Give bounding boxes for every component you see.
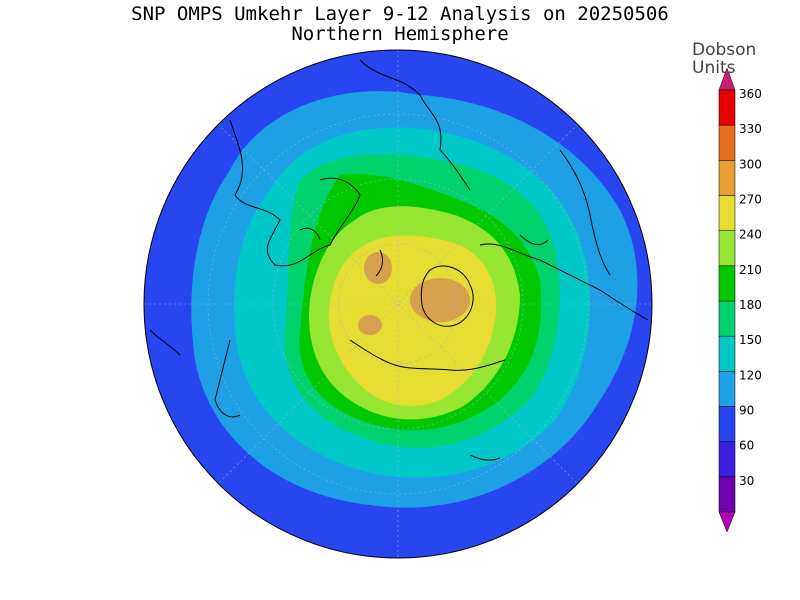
graticule [144,50,652,558]
field-peak-300 [410,278,470,322]
chart-subtitle: Northern Hemisphere [291,23,509,45]
map-border [143,49,653,559]
field-peak-300 [358,315,382,335]
legend-swatch [718,406,736,442]
legend-swatch [718,300,736,337]
legend-units-line2: Units [692,58,736,78]
field-peak-300 [364,252,392,284]
legend-swatch [718,335,736,372]
legend-tick-label: 210 [739,263,762,277]
legend-swatch [718,441,736,478]
legend-tick-label: 300 [739,157,762,171]
legend-tick-label: 270 [739,193,762,207]
legend-swatch [718,230,736,267]
legend-tick-label: 90 [739,404,754,418]
chart-title: SNP OMPS Umkehr Layer 9-12 Analysis on 2… [131,3,669,25]
legend-swatch [718,371,736,407]
ozone-field [144,50,652,558]
legend-tick-label: 150 [739,333,762,347]
legend-arrow-below [718,511,736,533]
legend-swatch [718,476,736,513]
legend-swatch [718,195,736,231]
legend-swatch [718,160,736,196]
legend-tick-label: 240 [739,228,762,242]
legend-tick-label: 330 [739,122,762,136]
legend-tick-label: 120 [739,368,762,382]
legend-tick-label: 60 [739,439,754,453]
legend-swatch [718,124,736,161]
coastlines [149,59,649,461]
legend-tick-label: 180 [739,298,762,312]
legend-swatch [718,89,736,126]
legend-tick-label: 360 [739,87,762,101]
legend-swatch [718,265,736,302]
legend-units-line1: Dobson [692,40,757,60]
legend-tick-label: 30 [739,474,754,488]
